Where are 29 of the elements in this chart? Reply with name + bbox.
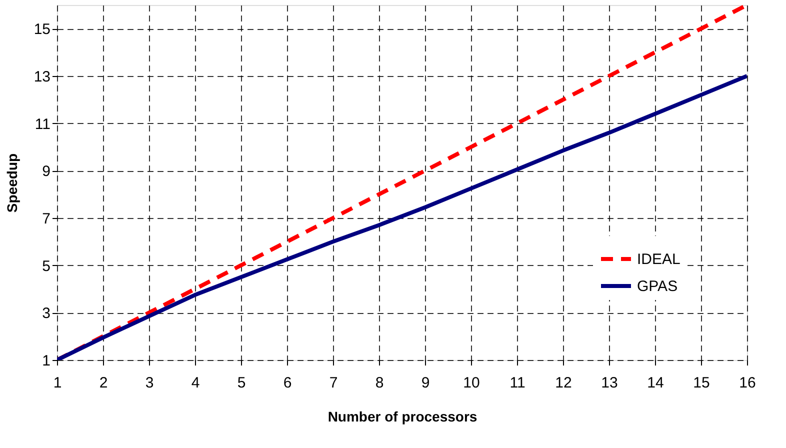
y-tick-label: 11 <box>34 116 50 133</box>
legend-label: GPAS <box>637 278 678 295</box>
legend-label: IDEAL <box>637 251 680 268</box>
y-tick-label: 15 <box>34 21 50 38</box>
x-tick-label: 12 <box>555 374 572 392</box>
line-series <box>57 5 747 360</box>
x-tick-label: 10 <box>463 374 480 392</box>
x-tick-label: 1 <box>53 374 62 392</box>
x-tick-label: 2 <box>99 374 108 392</box>
x-axis-title: Number of processors <box>328 408 478 424</box>
x-tick-label: 5 <box>237 374 246 392</box>
y-axis-title: Speedup <box>4 153 20 213</box>
y-tick-label: 5 <box>42 258 50 275</box>
x-tick-label: 9 <box>421 374 430 392</box>
y-tick-label: 9 <box>42 163 50 180</box>
y-tick-label: 1 <box>42 352 50 370</box>
x-tick-label: 13 <box>601 374 618 392</box>
x-tick-label: 14 <box>647 374 664 392</box>
x-tick-label: 15 <box>693 374 710 392</box>
y-tick-label: 7 <box>42 210 50 228</box>
y-tick-label: 13 <box>34 68 50 86</box>
x-tick-label: 16 <box>739 374 756 392</box>
x-tick-label: 6 <box>283 374 292 392</box>
x-tick-label: 4 <box>191 374 200 392</box>
x-tick-label: 8 <box>375 374 384 392</box>
x-tick-label: 7 <box>329 374 338 392</box>
y-tick-label: 3 <box>42 305 50 322</box>
x-tick-label: 3 <box>145 374 154 392</box>
x-tick-label: 11 <box>510 374 526 392</box>
